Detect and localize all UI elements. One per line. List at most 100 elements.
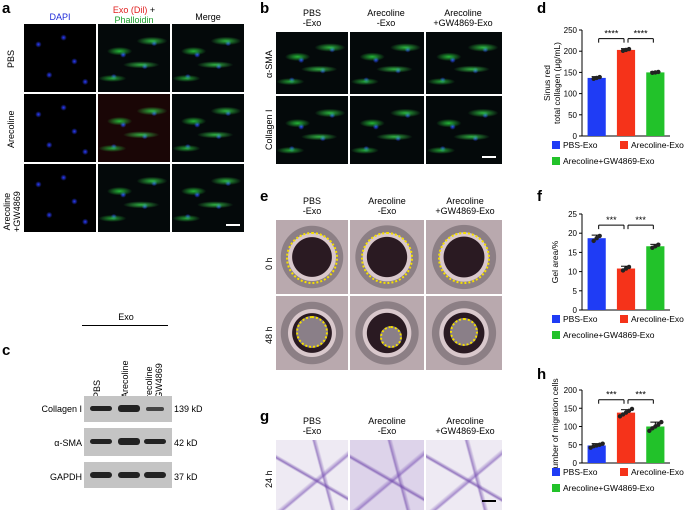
y-tick-label: 100 xyxy=(564,423,578,432)
band xyxy=(144,439,166,444)
exo-dil-label: Exo (Dil) xyxy=(112,5,148,15)
significance-label: **** xyxy=(604,29,619,39)
y-tick-label: 5 xyxy=(573,287,578,296)
significance-label: **** xyxy=(634,29,649,39)
legend-swatch xyxy=(620,468,628,476)
legend-swatch xyxy=(552,331,560,339)
data-point xyxy=(656,69,661,75)
micrograph-b-asma-gw4869 xyxy=(426,32,502,94)
blot-lane-arecoline: Arecoline xyxy=(120,360,130,398)
scale-bar-g xyxy=(482,500,496,502)
panel-a-row-gw4869: Arecoline +GW4869 xyxy=(2,191,22,232)
panel-e-col-arecoline: Arecoline -Exo xyxy=(368,196,406,216)
plus-label: + xyxy=(147,5,156,15)
gel-outline xyxy=(296,316,328,348)
micrograph-b-collagen-arecoline xyxy=(350,96,424,164)
blot-collagen xyxy=(84,396,172,422)
micrograph-b-asma-arecoline xyxy=(350,32,424,94)
panel-e-col-pbs: PBS -Exo xyxy=(302,196,322,216)
chart-h-migration: 0 50 100 150 200 Number of migration cells ***… xyxy=(550,378,684,493)
y-tick-label: 50 xyxy=(568,441,577,450)
micrograph-a-gw4869-merge xyxy=(172,164,244,232)
legend-label: Arecoline+GW4869-Exo xyxy=(563,156,655,166)
transwell-gw4869 xyxy=(426,440,502,510)
band xyxy=(90,406,112,411)
bar-arecoline-exo xyxy=(616,412,636,463)
y-axis-label: Gel area/% xyxy=(550,240,560,283)
panel-g-col-arecoline: Arecoline -Exo xyxy=(368,416,406,436)
band xyxy=(118,472,140,478)
data-point xyxy=(656,242,661,247)
gel-outline xyxy=(438,232,490,284)
band xyxy=(118,438,140,445)
legend-swatch xyxy=(552,141,560,149)
panel-g-col-gw4869: Arecoline +GW4869-Exo xyxy=(435,416,495,436)
data-point xyxy=(656,422,661,427)
gel-dish-pbs-0h xyxy=(276,220,348,294)
panel-e-col-gw4869: Arecoline +GW4869-Exo xyxy=(435,196,495,216)
micrograph-a-pbs-dapi xyxy=(24,24,96,92)
y-tick-label: 15 xyxy=(568,248,577,257)
gel-outline xyxy=(286,232,338,284)
panel-label-d: d xyxy=(537,0,547,17)
gel-outline xyxy=(450,318,478,346)
band xyxy=(90,439,112,444)
panel-b-row-collagen: Collagen I xyxy=(264,109,274,150)
y-axis-label: total collagen (μg/mL) xyxy=(552,42,562,124)
y-tick-label: 0 xyxy=(573,306,578,315)
y-tick-label: 25 xyxy=(568,210,577,219)
data-point xyxy=(626,264,632,270)
gel-outline xyxy=(361,232,413,284)
panel-label-c: c xyxy=(2,342,11,359)
panel-g-row-24h: 24 h xyxy=(264,470,274,488)
panel-label-e: e xyxy=(260,188,269,205)
data-point xyxy=(626,46,632,52)
micrograph-a-arecoline-merge xyxy=(172,94,244,162)
blot-label-collagen: Collagen I xyxy=(41,404,82,414)
band xyxy=(90,472,112,478)
micrograph-a-gw4869-dapi xyxy=(24,164,96,232)
y-tick-label: 150 xyxy=(564,404,578,413)
significance-label: *** xyxy=(635,390,646,400)
panel-b-col-gw4869: Arecoline +GW4869-Exo xyxy=(433,8,493,28)
transwell-pbs xyxy=(276,440,348,510)
bar-arecoline-exo xyxy=(616,49,636,136)
panel-label-b: b xyxy=(260,0,270,17)
legend-swatch xyxy=(552,484,560,492)
bar-arecoline-gw4869-exo xyxy=(646,426,665,463)
legend-swatch xyxy=(620,141,628,149)
panel-g-col-pbs: PBS -Exo xyxy=(302,416,322,436)
chart-d-collagen: 0 50 100 150 200 250 Sinus red total collagen (… xyxy=(542,26,684,166)
legend-swatch xyxy=(552,315,560,323)
legend-swatch xyxy=(620,315,628,323)
y-tick-label: 0 xyxy=(573,459,578,468)
blot-size-gapdh: 37 kD xyxy=(174,472,198,482)
panel-e-row-0h: 0 h xyxy=(264,257,274,270)
legend-label: Arecoline-Exo xyxy=(631,314,684,324)
bar-pbs-exo xyxy=(587,238,606,310)
legend-label: Arecoline+GW4869-Exo xyxy=(563,483,655,493)
blot-gapdh xyxy=(84,462,172,488)
panel-b-col-arecoline: Arecoline -Exo xyxy=(367,8,405,28)
legend-label: PBS-Exo xyxy=(563,140,598,150)
gel-dish-pbs-48h xyxy=(276,296,348,370)
band xyxy=(118,405,140,412)
y-tick-label: 100 xyxy=(564,90,578,99)
panel-a-row-pbs: PBS xyxy=(6,49,16,68)
data-point xyxy=(659,419,664,425)
scale-bar-a xyxy=(226,224,240,226)
micrograph-a-pbs-exo xyxy=(98,24,170,92)
panel-a-row-arecoline: Arecoline xyxy=(6,110,16,148)
significance-label: *** xyxy=(635,215,646,225)
micrograph-b-collagen-gw4869 xyxy=(426,96,502,164)
bar-pbs-exo xyxy=(587,77,606,136)
gel-dish-gw4869-0h xyxy=(426,220,502,294)
panel-label-a: a xyxy=(2,0,11,17)
legend-label: Arecoline-Exo xyxy=(631,140,684,150)
blot-size-asma: 42 kD xyxy=(174,438,198,448)
y-tick-label: 250 xyxy=(564,26,578,35)
bar-pbs-exo xyxy=(587,445,606,463)
blot-size-collagen: 139 kD xyxy=(174,404,203,414)
y-tick-label: 0 xyxy=(573,132,578,141)
panel-a-col-dapi: DAPI xyxy=(49,12,71,22)
